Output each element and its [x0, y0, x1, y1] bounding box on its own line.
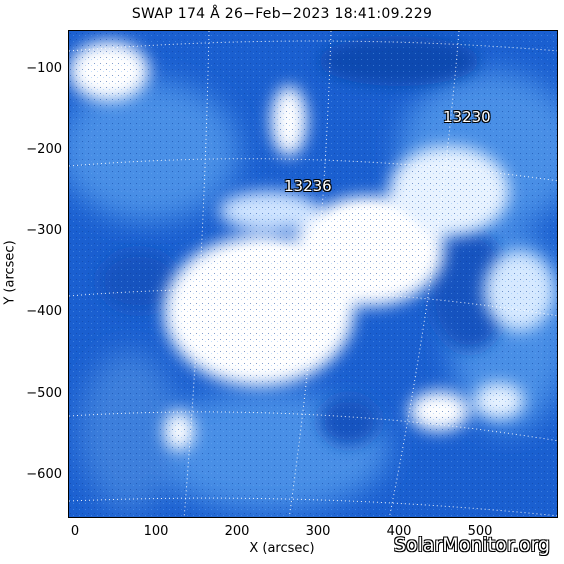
y-tick-label: −600: [26, 467, 62, 482]
y-tick-label: −300: [26, 223, 62, 238]
figure-title: SWAP 174 Å 26−Feb−2023 18:41:09.229: [131, 6, 433, 22]
solar-image-svg: [69, 31, 557, 517]
x-tick-label: 300: [305, 524, 331, 539]
x-tick-label: 100: [143, 524, 169, 539]
y-tick-label: −500: [26, 386, 62, 401]
watermark: SolarMonitor.org: [393, 534, 550, 556]
x-tick-label: 500: [467, 524, 493, 539]
solar-euv-image: [68, 30, 558, 518]
x-tick-label: 200: [224, 524, 250, 539]
y-tick-label: −100: [26, 61, 62, 76]
heliographic-grid: [69, 31, 557, 517]
x-axis-label: X (arcsec): [249, 541, 315, 556]
x-tick-label: 0: [70, 524, 80, 539]
y-axis-label: Y (arcsec): [2, 240, 18, 305]
y-tick-label: −400: [26, 304, 62, 319]
active-region-label: 13230: [443, 108, 491, 126]
active-region-label: 13236: [284, 177, 332, 195]
y-tick-label: −200: [26, 142, 62, 157]
x-tick-label: 400: [386, 524, 412, 539]
